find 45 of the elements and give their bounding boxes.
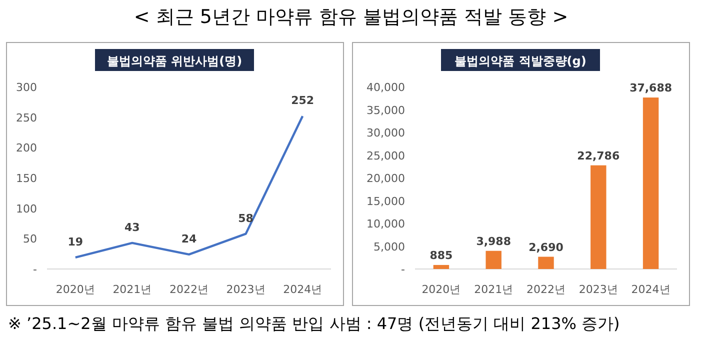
y-tick-label: 250 (16, 111, 37, 124)
bar (486, 250, 502, 269)
data-label: 58 (238, 212, 254, 225)
text: ※ ’25.1~2월 마약류 함유 불법 의약품 반입 사범 : 47명 (전년동기 대비 213% 증가) (8, 314, 620, 335)
bar (433, 264, 450, 269)
x-tick-label: 2023년 (578, 283, 618, 296)
data-label: 37,688 (630, 82, 672, 95)
y-tick-label: 50 (23, 232, 37, 246)
y-tick-label: 300 (16, 81, 37, 94)
x-tick-label: 2024년 (631, 283, 670, 296)
bar (538, 256, 554, 269)
y-tick-label: 25,000 (366, 149, 405, 162)
x-tick-label: 2020년 (422, 283, 461, 296)
y-tick-label: 15,000 (366, 194, 405, 208)
y-tick-label: 200 (16, 142, 37, 155)
y-tick-label: 40,000 (366, 81, 405, 94)
data-label: 22,786 (577, 149, 620, 162)
data-label: 2,690 (528, 240, 564, 254)
chart-title: 불법의약품 위반사범(명) (106, 54, 242, 68)
bar (590, 165, 606, 269)
x-tick-label: 2024년 (283, 283, 322, 296)
y-tick-label: - (33, 263, 38, 276)
y-tick-label: 20,000 (366, 172, 405, 185)
x-tick-label: 2022년 (170, 283, 208, 296)
y-tick-label: 100 (16, 202, 37, 216)
data-label: 885 (430, 248, 453, 262)
x-tick-label: 2021년 (112, 283, 152, 296)
chart-title: 불법의약품 적발중량(g) (454, 54, 586, 68)
y-tick-label: 35,000 (366, 104, 405, 117)
y-tick-label: - (401, 263, 406, 276)
data-label: 24 (181, 232, 197, 246)
data-label: 19 (68, 235, 84, 248)
x-tick-label: 2020년 (56, 283, 95, 296)
data-label: 3,988 (476, 234, 511, 248)
text: < 최근 5년간 마약류 함유 불법의약품 적발 동향 > (132, 5, 570, 30)
bar (642, 98, 659, 269)
x-tick-label: 2022년 (526, 283, 566, 296)
y-tick-label: 150 (16, 172, 37, 185)
x-tick-label: 2023년 (226, 283, 266, 296)
data-label: 43 (124, 220, 140, 234)
y-tick-label: 5,000 (374, 240, 405, 254)
y-tick-label: 10,000 (366, 218, 405, 230)
data-label: 252 (291, 94, 314, 108)
x-tick-label: 2021년 (474, 283, 514, 296)
y-tick-label: 30,000 (366, 126, 405, 140)
